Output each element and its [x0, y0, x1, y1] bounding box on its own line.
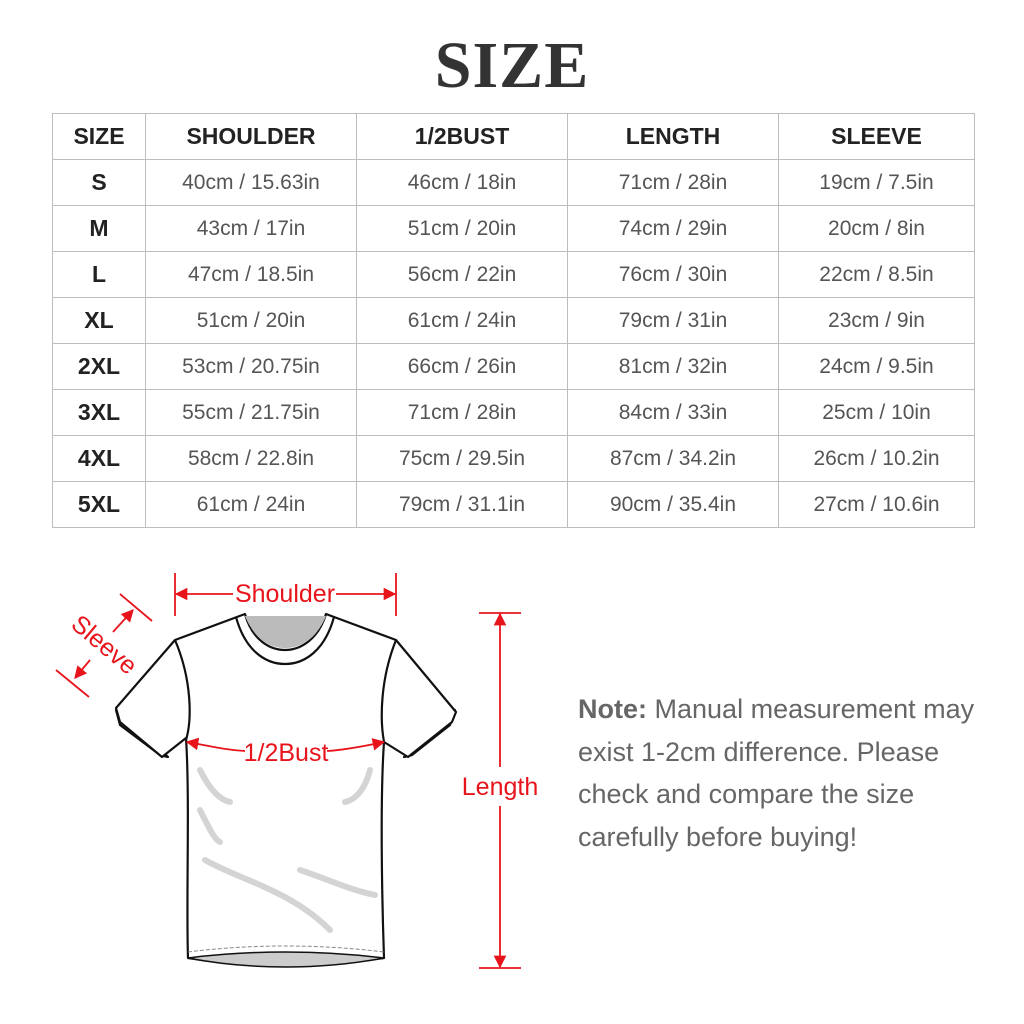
measurement-cell: 23cm / 9in — [778, 297, 975, 344]
size-cell: 3XL — [52, 389, 146, 436]
column-header: 1/2BUST — [356, 113, 568, 160]
measurement-cell: 43cm / 17in — [145, 205, 357, 252]
measurement-cell: 19cm / 7.5in — [778, 159, 975, 206]
column-header: SIZE — [52, 113, 146, 160]
size-cell: S — [52, 159, 146, 206]
measurement-cell: 74cm / 29in — [567, 205, 779, 252]
table-row: S 40cm / 15.63in 46cm / 18in 71cm / 28in 19c… — [52, 159, 975, 206]
shoulder-label: Shoulder — [235, 580, 335, 608]
measurement-cell: 79cm / 31in — [567, 297, 779, 344]
sleeve-measure — [55, 593, 153, 698]
measurement-cell: 75cm / 29.5in — [356, 435, 568, 482]
size-cell: 5XL — [52, 481, 146, 528]
size-table: SIZE SHOULDER 1/2BUST LENGTH SLEEVE S 40cm / … — [52, 113, 975, 528]
size-cell: XL — [52, 297, 146, 344]
measurement-cell: 20cm / 8in — [778, 205, 975, 252]
table-row: L 47cm / 18.5in 56cm / 22in 76cm / 30in 22cm… — [52, 251, 975, 298]
measurement-cell: 79cm / 31.1in — [356, 481, 568, 528]
note: Note: Manual measurement may exist 1-2cm… — [578, 688, 998, 858]
page-title: SIZE — [434, 29, 590, 102]
table-row: M 43cm / 17in 51cm / 20in 74cm / 29in 20cm /… — [52, 205, 975, 252]
measurement-cell: 47cm / 18.5in — [145, 251, 357, 298]
measurement-cell: 90cm / 35.4in — [567, 481, 779, 528]
shoulder-measure — [174, 573, 397, 616]
measurement-cell: 87cm / 34.2in — [567, 435, 779, 482]
length-label: Length — [462, 773, 538, 801]
column-header: SLEEVE — [778, 113, 975, 160]
table-row: 3XL 55cm / 21.75in 71cm / 28in 84cm / 33in 2… — [52, 389, 975, 436]
measurement-cell: 46cm / 18in — [356, 159, 568, 206]
measurement-cell: 61cm / 24in — [145, 481, 357, 528]
measurement-cell: 56cm / 22in — [356, 251, 568, 298]
note-text: Manual measurement may exist 1-2cm diffe… — [578, 694, 975, 852]
tshirt-icon — [114, 612, 458, 968]
measurement-cell: 58cm / 22.8in — [145, 435, 357, 482]
length-measure — [479, 612, 521, 969]
measurement-cell: 25cm / 10in — [778, 389, 975, 436]
sleeve-label: Sleeve — [66, 610, 143, 681]
measurement-cell: 40cm / 15.63in — [145, 159, 357, 206]
measurement-cell: 66cm / 26in — [356, 343, 568, 390]
measurement-cell: 76cm / 30in — [567, 251, 779, 298]
measurement-cell: 27cm / 10.6in — [778, 481, 975, 528]
table-header-row: SIZE SHOULDER 1/2BUST LENGTH SLEEVE — [52, 113, 975, 160]
measurement-cell: 51cm / 20in — [356, 205, 568, 252]
measurement-cell: 81cm / 32in — [567, 343, 779, 390]
table-row: 2XL 53cm / 20.75in 66cm / 26in 81cm / 32in 2… — [52, 343, 975, 390]
table-row: 5XL 61cm / 24in 79cm / 31.1in 90cm / 35.4in… — [52, 481, 975, 528]
measurement-cell: 22cm / 8.5in — [778, 251, 975, 298]
column-header: LENGTH — [567, 113, 779, 160]
measurement-cell: 84cm / 33in — [567, 389, 779, 436]
measurement-cell: 24cm / 9.5in — [778, 343, 975, 390]
measurement-cell: 71cm / 28in — [356, 389, 568, 436]
table-row: 4XL 58cm / 22.8in 75cm / 29.5in 87cm / 34.2… — [52, 435, 975, 482]
measurement-cell: 71cm / 28in — [567, 159, 779, 206]
bust-measure — [185, 737, 386, 752]
measurement-cell: 55cm / 21.75in — [145, 389, 357, 436]
note-label: Note: — [578, 694, 647, 724]
bust-label: 1/2Bust — [244, 739, 329, 767]
